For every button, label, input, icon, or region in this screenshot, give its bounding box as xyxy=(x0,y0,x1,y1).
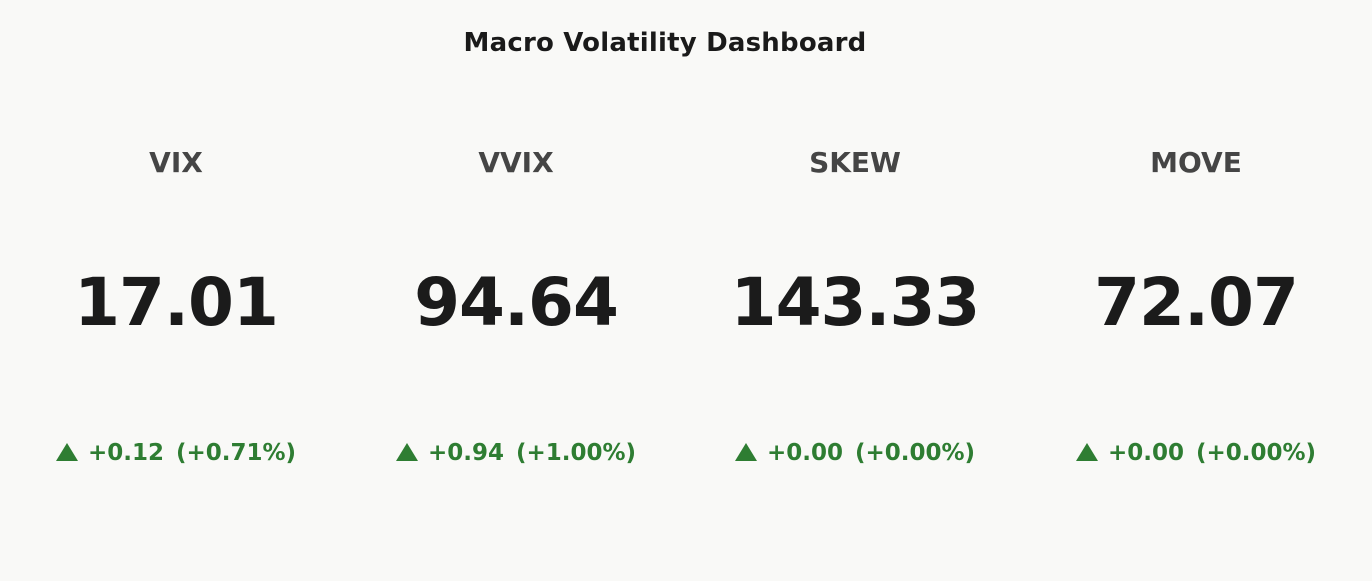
triangle-up-icon xyxy=(395,443,418,461)
change-percent: (+0.00%) xyxy=(854,440,976,466)
change-percent: (+0.71%) xyxy=(175,440,297,466)
metric-change: +0.12 (+0.71%) xyxy=(6,440,346,466)
metric-value: 94.64 xyxy=(414,264,619,341)
metric-tile-vix: VIX 17.01 +0.12 (+0.71%) xyxy=(6,0,346,581)
change-percent: (+1.00%) xyxy=(515,440,637,466)
triangle-up-icon xyxy=(734,443,757,461)
metric-change: +0.00 (+0.00%) xyxy=(685,440,1025,466)
metric-change: +0.00 (+0.00%) xyxy=(1026,440,1366,466)
metric-tile-skew: SKEW 143.33 +0.00 (+0.00%) xyxy=(685,0,1025,581)
metric-tile-vvix: VVIX 94.64 +0.94 (+1.00%) xyxy=(346,0,686,581)
change-percent: (+0.00%) xyxy=(1195,440,1317,466)
metric-label: VVIX xyxy=(478,146,554,179)
metric-change: +0.94 (+1.00%) xyxy=(346,440,686,466)
metric-label: MOVE xyxy=(1150,146,1242,179)
change-absolute: +0.00 xyxy=(766,440,843,466)
change-absolute: +0.12 xyxy=(87,440,164,466)
triangle-up-icon xyxy=(55,443,78,461)
change-absolute: +0.00 xyxy=(1107,440,1184,466)
metric-tile-move: MOVE 72.07 +0.00 (+0.00%) xyxy=(1026,0,1366,581)
metric-value: 72.07 xyxy=(1094,264,1299,341)
dashboard-title: Macro Volatility Dashboard xyxy=(463,28,867,58)
metric-value: 17.01 xyxy=(74,264,279,341)
metric-label: VIX xyxy=(149,146,203,179)
triangle-up-icon xyxy=(1075,443,1098,461)
change-absolute: +0.94 xyxy=(427,440,504,466)
metric-value: 143.33 xyxy=(730,264,981,341)
metric-label: SKEW xyxy=(809,146,901,179)
